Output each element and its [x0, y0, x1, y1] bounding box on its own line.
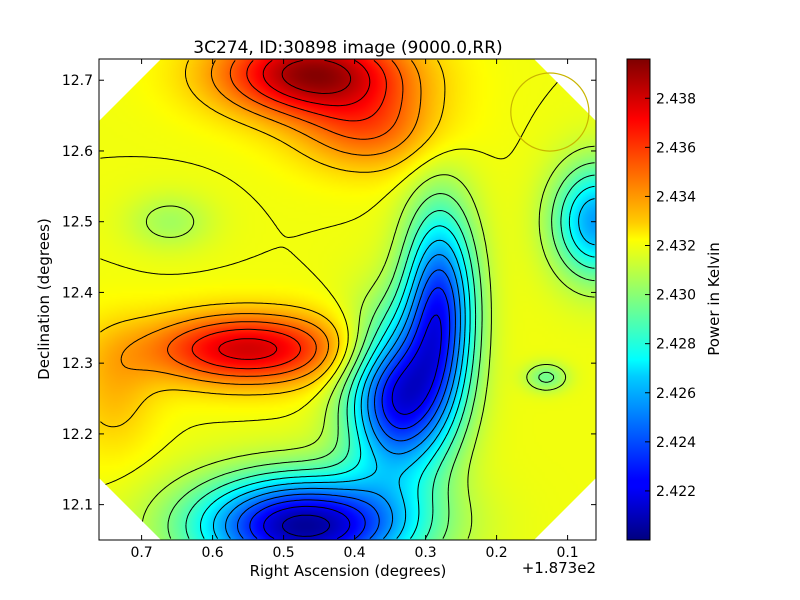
contour-line-4: [237, 269, 456, 539]
x-tick-label: 0.3: [414, 545, 436, 561]
y-tick-label: 12.4: [62, 285, 93, 301]
colorbar-tick-label: 2.434: [656, 189, 696, 205]
colorbar-tick-label: 2.426: [656, 386, 696, 402]
x-tick-label: 0.2: [485, 545, 507, 561]
y-tick-label: 12.6: [62, 144, 93, 160]
colorbar-ticks: 2.422 2.424 2.426 2.428 2.430 2.432 2.434 2.436…: [645, 91, 696, 500]
contour-line-5: [225, 254, 461, 539]
colorbar-tick-label: 2.432: [656, 239, 696, 255]
colorbar-tick-label: 2.438: [656, 91, 696, 107]
contour-line-2: [263, 314, 442, 540]
x-tick-label: 0.6: [201, 545, 223, 561]
y-tick-label: 12.5: [62, 215, 93, 231]
x-tick-label: 0.5: [272, 545, 294, 561]
y-tick-label: 12.2: [62, 427, 93, 443]
colorbar-gradient: [627, 59, 650, 540]
colorbar-tick-label: 2.436: [656, 140, 696, 156]
beam-marker: [510, 72, 590, 152]
heatmap-plot: [98, 58, 597, 541]
colorbar-tick-label: 2.430: [656, 288, 696, 304]
x-axis-label: Right Ascension (degrees): [250, 562, 447, 580]
x-axis-ticks: 0.7 0.6 0.5 0.4 0.3 0.2 0.1: [130, 59, 579, 561]
y-axis-label: Declination (degrees): [35, 218, 53, 380]
contour-line-10: [141, 145, 595, 539]
y-tick-label: 12.1: [62, 498, 93, 514]
colorbar-frame: [626, 58, 651, 541]
colorbar-label: Power in Kelvin: [705, 242, 723, 356]
contour-line-16: [218, 59, 371, 360]
contour-line-9: [167, 162, 595, 539]
x-tick-label: 0.1: [556, 545, 578, 561]
contour-lines: [100, 59, 595, 540]
x-tick-label: 0.7: [130, 545, 152, 561]
x-axis-offset-label: +1.873e2: [522, 559, 596, 577]
colorbar-tick-label: 2.422: [656, 484, 696, 500]
contour-line-14: [167, 60, 404, 377]
contour-line-13: [120, 60, 422, 385]
contour-line-6: [213, 198, 595, 539]
x-tick-label: 0.4: [343, 545, 365, 561]
plot-frame: [98, 58, 597, 541]
contour-line-3: [249, 287, 451, 539]
contour-line-15: [191, 60, 387, 370]
contour-line-1: [282, 514, 331, 537]
chart-title: 3C274, ID:30898 image (9000.0,RR): [193, 38, 502, 58]
contour-line-7: [200, 185, 595, 539]
y-tick-label: 12.3: [62, 356, 93, 372]
y-tick-label: 12.7: [62, 73, 93, 89]
colorbar: 2.422 2.424 2.426 2.428 2.430 2.432 2.434 2.436…: [626, 58, 723, 541]
colorbar-tick-label: 2.428: [656, 337, 696, 353]
y-axis-ticks: 12.1 12.2 12.3 12.4 12.5 12.6 12.7: [62, 73, 596, 514]
contour-line-8: [185, 174, 595, 539]
colorbar-tick-label: 2.424: [656, 435, 696, 451]
contour-line-17: [281, 59, 352, 94]
heatmap-image: [99, 59, 596, 540]
contour-line-12: [100, 60, 446, 428]
